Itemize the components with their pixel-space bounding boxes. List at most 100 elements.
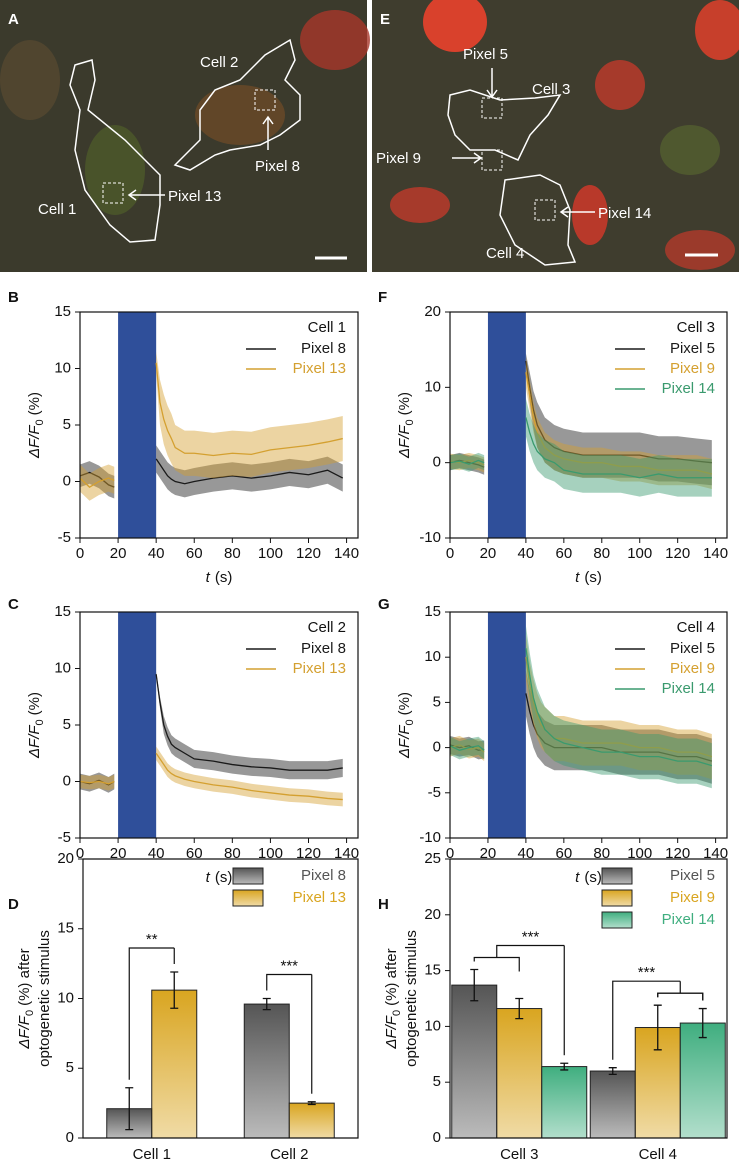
x-label-part: (s) (584, 869, 602, 886)
y-axis-label: ΔF/F0 (%) (396, 392, 416, 459)
x-tick-label: 20 (480, 845, 497, 862)
y-tick-label: 15 (54, 303, 71, 320)
image-label: Cell 1 (38, 201, 76, 218)
significance-label: *** (638, 964, 656, 981)
y-axis-label: ΔF/F0 (%) after (16, 948, 36, 1049)
y-tick-label: 10 (54, 659, 71, 676)
legend-label: Pixel 14 (662, 680, 715, 697)
y-label-part: (%) (396, 392, 413, 415)
x-tick-label: 0 (446, 545, 454, 562)
blob (665, 230, 735, 270)
error-band (450, 670, 712, 784)
image-label: Cell 4 (486, 245, 524, 262)
arrow (262, 115, 274, 150)
x-label-part: (s) (215, 569, 233, 586)
y-axis-label: optogenetic stimulus (36, 930, 53, 1067)
bar (151, 989, 198, 1139)
x-tick-label: 80 (593, 545, 610, 562)
y-tick-label: 10 (54, 359, 71, 376)
y-tick-label: 15 (54, 603, 71, 620)
arrow (486, 68, 498, 99)
legend-swatch (601, 889, 633, 907)
y-label-sub: 0 (34, 419, 46, 425)
error-band (80, 746, 343, 807)
y-axis-label: ΔF/F0 (%) after (383, 948, 403, 1049)
y-tick-label: 15 (424, 962, 441, 979)
significance-label: *** (280, 957, 298, 974)
y-tick-label: 10 (424, 648, 441, 665)
x-tick-label: Cell 4 (639, 1146, 677, 1163)
legend-label: Pixel 5 (670, 640, 715, 657)
x-label-part: t (575, 869, 580, 886)
x-tick-label: Cell 1 (133, 1146, 171, 1163)
image-label: Pixel 8 (255, 158, 300, 175)
image-label: Cell 2 (200, 54, 238, 71)
image-label: Pixel 9 (376, 150, 421, 167)
blob (300, 10, 370, 70)
x-tick-label: 120 (665, 845, 690, 862)
cell-outline (499, 174, 577, 266)
y-tick-label: 5 (63, 416, 71, 433)
blob (660, 125, 720, 175)
legend-label: Pixel 9 (670, 889, 715, 906)
x-label-part: t (206, 569, 211, 586)
legend-label: Pixel 8 (301, 640, 346, 657)
x-label-part: (s) (584, 569, 602, 586)
error-bar (125, 1087, 134, 1131)
y-tick-label: -10 (419, 529, 441, 546)
legend-title: Cell 2 (308, 619, 346, 636)
image-label: Cell 3 (532, 81, 570, 98)
y-tick-label: -5 (428, 784, 441, 801)
error-bar (262, 997, 271, 1011)
significance-bracket (128, 947, 175, 1080)
y-tick-label: 0 (433, 454, 441, 471)
panel-letter: F (378, 289, 387, 306)
y-tick-label: 5 (433, 1073, 441, 1090)
image-label: Pixel 13 (168, 188, 221, 205)
x-tick-label: Cell 3 (500, 1146, 538, 1163)
stimulus-band (487, 612, 526, 838)
x-tick-label: 40 (518, 845, 535, 862)
x-tick-label: 120 (296, 545, 321, 562)
y-label-sub: 0 (404, 719, 416, 725)
x-tick-label: 20 (110, 845, 127, 862)
x-tick-label: 20 (110, 545, 127, 562)
x-tick-label: 40 (148, 845, 165, 862)
stimulus-band (118, 312, 157, 538)
y-tick-label: 10 (57, 989, 74, 1006)
x-tick-label: 100 (627, 545, 652, 562)
legend-label: Pixel 13 (293, 889, 346, 906)
x-label-part: t (575, 569, 580, 586)
legend-label: Pixel 5 (670, 867, 715, 884)
legend-label: Pixel 13 (293, 360, 346, 377)
significance-label: ** (146, 931, 158, 948)
bar (243, 1003, 290, 1139)
error-bar (608, 1067, 617, 1076)
panel-letter: A (8, 11, 19, 28)
legend-label: Pixel 9 (670, 360, 715, 377)
x-tick-label: Cell 2 (270, 1146, 308, 1163)
series-line (79, 458, 344, 488)
y-label-sub: 0 (391, 1010, 403, 1016)
error-band (450, 398, 712, 497)
y-axis-label: ΔF/F0 (%) (26, 392, 46, 459)
y-axis-label: ΔF/F0 (%) (396, 692, 416, 759)
x-tick-label: 60 (555, 845, 572, 862)
panel-letter: H (378, 896, 389, 913)
y-label-part: ΔF/F (26, 725, 43, 759)
series-line (79, 752, 343, 801)
x-tick-label: 140 (334, 545, 359, 562)
legend-title: Cell 4 (677, 619, 715, 636)
y-tick-label: 20 (424, 906, 441, 923)
image-label: Pixel 5 (463, 46, 508, 63)
y-tick-label: 5 (433, 693, 441, 710)
y-tick-label: -5 (58, 829, 71, 846)
stimulus-band (118, 612, 157, 838)
y-label-sub: 0 (34, 719, 46, 725)
y-label-part: ΔF/F (396, 725, 413, 759)
blob (423, 0, 487, 52)
error-band (450, 634, 712, 780)
error-band (450, 625, 712, 789)
y-tick-label: 0 (63, 472, 71, 489)
series-line (449, 693, 713, 762)
